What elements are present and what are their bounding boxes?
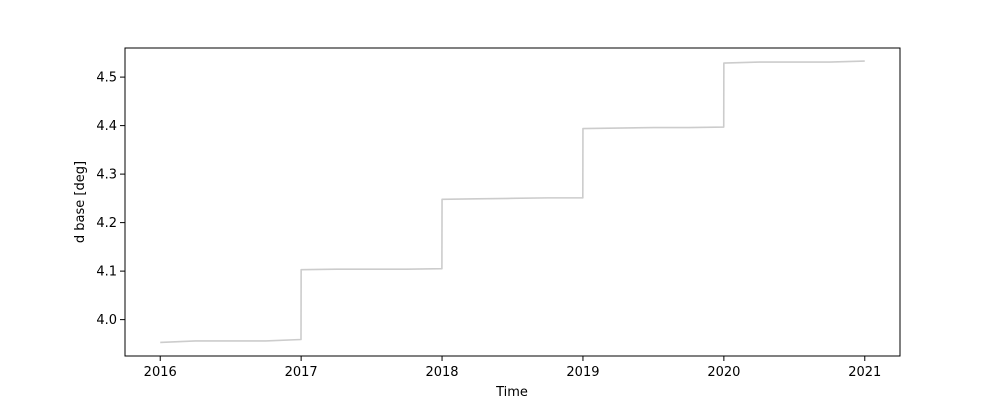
plot-frame [124, 47, 901, 357]
y-axis-title: d base [deg] [73, 161, 88, 243]
y-tick-label: 4.2 [96, 216, 117, 231]
x-tick-label: 2017 [285, 365, 318, 380]
y-tick-label: 4.0 [96, 313, 117, 328]
x-tick-label: 2018 [425, 365, 458, 380]
x-tick-label: 2020 [707, 365, 740, 380]
x-axis: 2016 2017 2018 2019 2020 2021 [144, 356, 881, 380]
y-tick-label: 4.3 [96, 168, 117, 183]
x-tick-label: 2019 [566, 365, 599, 380]
plot-area [124, 47, 901, 357]
y-tick-label: 4.1 [96, 265, 117, 280]
series-line-0 [160, 60, 865, 344]
series-layer [160, 60, 865, 344]
y-axis: 4.0 4.1 4.2 4.3 4.4 4.5 [96, 71, 125, 328]
y-tick-label: 4.5 [96, 71, 117, 86]
x-tick-label: 2021 [848, 365, 881, 380]
y-tick-label: 4.4 [96, 119, 117, 134]
x-axis-title: Time [495, 385, 528, 400]
x-tick-label: 2016 [144, 365, 177, 380]
